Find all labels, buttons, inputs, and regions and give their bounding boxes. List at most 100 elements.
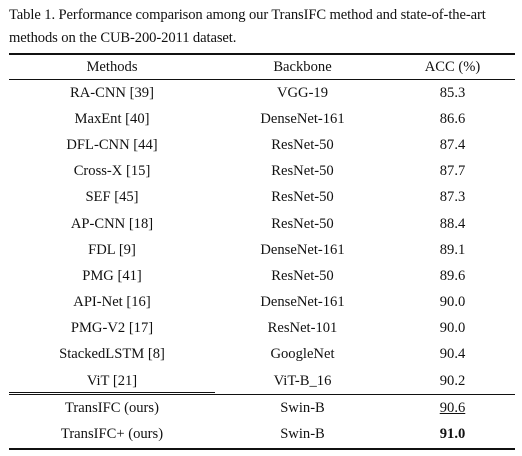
method-cell: AP-CNN [18]	[9, 211, 215, 237]
acc-cell: 87.4	[390, 132, 515, 158]
method-cell: TransIFC (ours)	[9, 394, 215, 422]
method-cell: FDL [9]	[9, 237, 215, 263]
method-cell-text: PMG-V2 [17]	[70, 320, 154, 337]
method-cell: SEF [45]	[9, 185, 215, 211]
backbone-cell: ResNet-50	[215, 263, 390, 289]
acc-cell: 86.6	[390, 106, 515, 132]
method-cell-text: DFL-CNN [44]	[66, 136, 158, 153]
acc-cell-text: 90.2	[439, 372, 466, 389]
table-row: FDL [9] DenseNet-161 89.1	[9, 237, 515, 263]
acc-cell-text: 87.4	[439, 136, 466, 153]
acc-cell: 90.0	[390, 290, 515, 316]
table-caption: Table 1. Performance comparison among ou…	[9, 7, 486, 46]
backbone-cell: ResNet-50	[215, 185, 390, 211]
method-cell: StackedLSTM [8]	[9, 342, 215, 368]
table-header-row: Methods Backbone ACC (%)	[9, 54, 515, 80]
acc-cell: 89.1	[390, 237, 515, 263]
method-cell-text: SEF [45]	[85, 189, 139, 206]
acc-cell-text: 89.6	[439, 267, 466, 284]
table-row: TransIFC (ours) Swin-B 90.6	[9, 394, 515, 422]
acc-cell: 89.6	[390, 263, 515, 289]
table-body-comparisons: RA-CNN [39] VGG-19 85.3 MaxEnt [40] DenseNet…	[9, 80, 515, 395]
table-row: SEF [45] ResNet-50 87.3	[9, 185, 515, 211]
acc-cell-text: 90.6	[439, 399, 466, 416]
backbone-cell: GoogleNet	[215, 342, 390, 368]
backbone-cell-text: ResNet-50	[271, 267, 334, 284]
acc-cell-text: 87.3	[439, 189, 466, 206]
acc-cell: 87.7	[390, 159, 515, 185]
table-row: RA-CNN [39] VGG-19 85.3	[9, 80, 515, 107]
method-cell: TransIFC+ (ours)	[9, 421, 215, 450]
backbone-cell: DenseNet-161	[215, 106, 390, 132]
backbone-cell-text: DenseNet-161	[260, 110, 345, 127]
backbone-cell-text: ResNet-50	[271, 215, 334, 232]
acc-cell: 90.0	[390, 316, 515, 342]
table-row: ViT [21] ViT-B_16 90.2	[9, 368, 515, 395]
acc-cell-text: 90.4	[439, 346, 466, 363]
backbone-cell: VGG-19	[215, 80, 390, 107]
results-table-container: Methods Backbone ACC (%) RA-CNN [39] VGG-…	[9, 53, 515, 450]
acc-cell: 90.4	[390, 342, 515, 368]
backbone-cell: Swin-B	[215, 421, 390, 450]
table-row: Cross-X [15] ResNet-50 87.7	[9, 159, 515, 185]
acc-cell: 91.0	[390, 421, 515, 450]
backbone-cell: Swin-B	[215, 394, 390, 422]
table-row: AP-CNN [18] ResNet-50 88.4	[9, 211, 515, 237]
method-cell: Cross-X [15]	[9, 159, 215, 185]
table-row: PMG [41] ResNet-50 89.6	[9, 263, 515, 289]
acc-cell-text: 90.0	[439, 294, 466, 311]
backbone-cell: ResNet-50	[215, 211, 390, 237]
backbone-cell-text: Swin-B	[280, 399, 325, 416]
acc-cell: 88.4	[390, 211, 515, 237]
header-backbone: Backbone	[273, 58, 332, 75]
backbone-cell-text: DenseNet-161	[260, 294, 345, 311]
method-cell-text: PMG [41]	[82, 267, 142, 284]
method-cell-text: FDL [9]	[88, 241, 136, 258]
method-cell: DFL-CNN [44]	[9, 132, 215, 158]
table-row: DFL-CNN [44] ResNet-50 87.4	[9, 132, 515, 158]
table-row: TransIFC+ (ours) Swin-B 91.0	[9, 421, 515, 450]
acc-cell-text: 87.7	[439, 163, 466, 180]
method-cell: RA-CNN [39]	[9, 80, 215, 107]
table-row: StackedLSTM [8] GoogleNet 90.4	[9, 342, 515, 368]
method-cell-text: TransIFC+ (ours)	[60, 426, 164, 443]
table-row: PMG-V2 [17] ResNet-101 90.0	[9, 316, 515, 342]
backbone-cell-text: GoogleNet	[270, 346, 335, 363]
acc-cell: 90.6	[390, 394, 515, 422]
acc-cell-text: 88.4	[439, 215, 466, 232]
method-cell-text: ViT [21]	[86, 372, 138, 389]
method-cell-text: MaxEnt [40]	[74, 110, 150, 127]
backbone-cell: ResNet-50	[215, 159, 390, 185]
backbone-cell-text: ResNet-50	[271, 189, 334, 206]
backbone-cell-text: ViT-B_16	[273, 372, 332, 389]
backbone-cell: DenseNet-161	[215, 237, 390, 263]
backbone-cell: ResNet-101	[215, 316, 390, 342]
backbone-cell: ViT-B_16	[215, 368, 390, 395]
acc-cell-text: 90.0	[439, 320, 466, 337]
table-row: API-Net [16] DenseNet-161 90.0	[9, 290, 515, 316]
acc-cell: 85.3	[390, 80, 515, 107]
backbone-cell-text: Swin-B	[280, 426, 325, 443]
acc-cell-text: 86.6	[439, 110, 466, 127]
backbone-cell-text: ResNet-50	[271, 136, 334, 153]
backbone-cell: ResNet-50	[215, 132, 390, 158]
method-cell: ViT [21]	[9, 368, 215, 395]
backbone-cell-text: VGG-19	[276, 84, 329, 101]
method-cell: API-Net [16]	[9, 290, 215, 316]
method-cell-text: AP-CNN [18]	[70, 215, 154, 232]
ours-separator-line	[9, 391, 215, 393]
method-cell: MaxEnt [40]	[9, 106, 215, 132]
acc-cell-text: 89.1	[439, 241, 466, 258]
table-row: MaxEnt [40] DenseNet-161 86.6	[9, 106, 515, 132]
backbone-cell-text: ResNet-50	[271, 163, 334, 180]
backbone-cell-text: ResNet-101	[267, 320, 338, 337]
method-cell-text: StackedLSTM [8]	[59, 346, 165, 363]
acc-cell: 87.3	[390, 185, 515, 211]
table-body-ours: TransIFC (ours) Swin-B 90.6 TransIFC+ (ours…	[9, 394, 515, 450]
method-cell: PMG-V2 [17]	[9, 316, 215, 342]
backbone-cell-text: DenseNet-161	[260, 241, 345, 258]
acc-cell-text: 85.3	[439, 84, 466, 101]
acc-cell: 90.2	[390, 368, 515, 395]
method-cell-text: Cross-X [15]	[73, 163, 151, 180]
method-cell: PMG [41]	[9, 263, 215, 289]
